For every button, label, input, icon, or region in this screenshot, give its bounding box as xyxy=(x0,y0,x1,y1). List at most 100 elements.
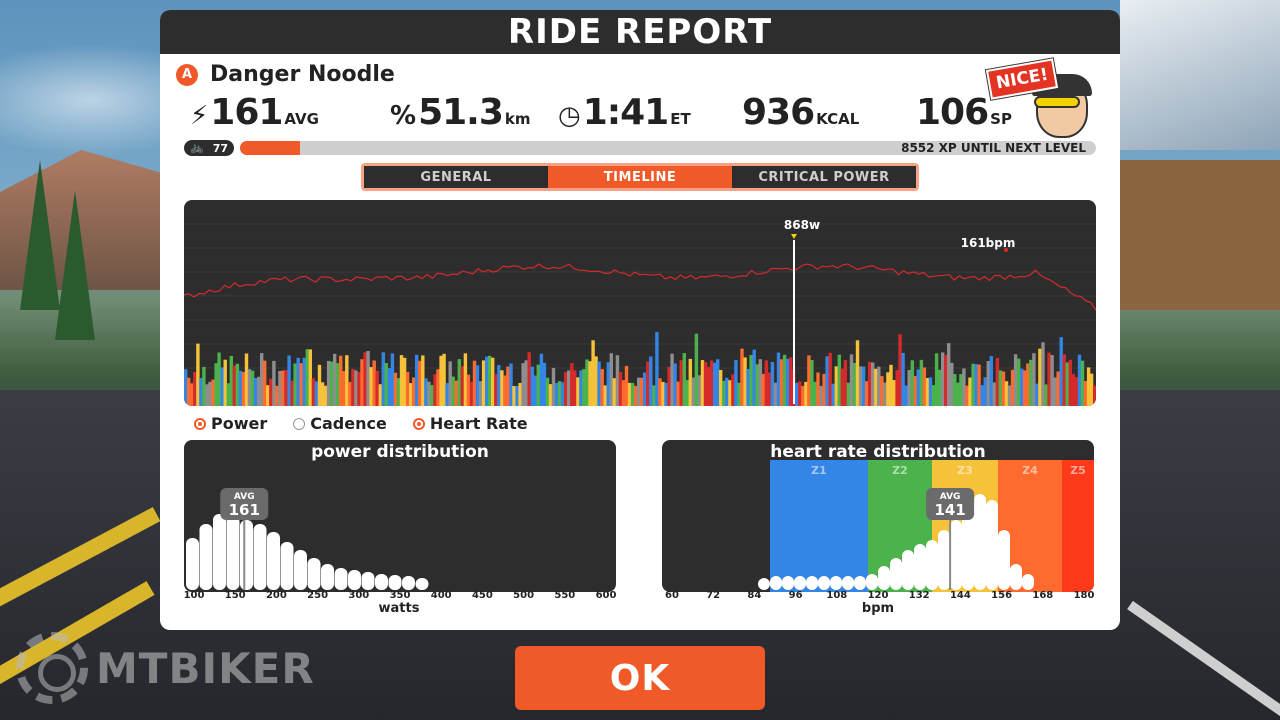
power-histogram-bar xyxy=(267,532,280,590)
legend-label: Heart Rate xyxy=(429,414,528,433)
power-bar xyxy=(302,357,306,406)
power-bar xyxy=(773,382,778,406)
stat-unit: SP xyxy=(990,110,1012,128)
power-bar xyxy=(825,356,829,406)
power-bar xyxy=(485,356,489,406)
stat-value: 51.3 xyxy=(418,92,504,133)
tab-critical-power[interactable]: CRITICAL POWER xyxy=(732,166,916,188)
power-bar xyxy=(941,352,945,406)
stat-value: 106 xyxy=(916,92,989,133)
power-bar xyxy=(320,382,325,406)
power-bar xyxy=(193,372,197,406)
power-histogram-bar xyxy=(415,578,429,590)
power-bar xyxy=(548,384,553,406)
power-bar xyxy=(937,369,942,406)
power-bar xyxy=(646,361,650,406)
xp-progress-fill xyxy=(240,141,300,155)
radio-on-icon xyxy=(412,417,425,430)
power-bar xyxy=(767,372,772,406)
power-bar xyxy=(725,377,729,406)
tick-label: 108 xyxy=(826,590,848,601)
power-bar xyxy=(1023,370,1027,406)
power-bar xyxy=(944,354,948,406)
ok-button[interactable]: OK xyxy=(515,646,765,710)
power-bar xyxy=(260,353,264,406)
power-bar xyxy=(278,371,282,406)
power-bar xyxy=(275,385,279,406)
power-bar xyxy=(418,360,422,406)
power-bar xyxy=(497,365,501,406)
hr-histogram-bar xyxy=(890,558,902,590)
power-bar xyxy=(785,358,790,406)
power-bar xyxy=(235,363,240,406)
hr-axis-ticks: 60 72 84 96 108 120 132 144 156 168 180 xyxy=(662,590,1094,604)
hr-avg-value: 141 xyxy=(934,501,965,519)
hr-zone-label: Z2 xyxy=(892,464,908,477)
power-bar xyxy=(217,352,221,406)
tab-timeline[interactable]: TIMELINE xyxy=(548,166,732,188)
stat-unit: km xyxy=(504,110,531,128)
power-bar xyxy=(831,383,835,406)
power-bar xyxy=(509,363,513,406)
power-bar xyxy=(968,377,972,406)
tab-general[interactable]: GENERAL xyxy=(364,166,548,188)
power-bar xyxy=(402,357,407,406)
legend-heart-rate-toggle[interactable]: Heart Rate xyxy=(412,414,528,433)
power-avg-badge xyxy=(220,488,269,520)
clock-icon: ◷ xyxy=(558,101,581,131)
hr-histogram-bar xyxy=(866,574,878,590)
power-axis-ticks: 100 150 200 250 300 350 400 450 500 550 600 xyxy=(184,590,617,604)
power-bar xyxy=(576,377,580,406)
power-histogram-bar xyxy=(334,568,348,590)
power-bar xyxy=(269,378,273,406)
power-bar xyxy=(621,380,626,406)
power-bar xyxy=(244,353,249,406)
hr-zone-label: Z5 xyxy=(1070,464,1086,477)
power-bar xyxy=(500,370,504,406)
stat-calories: 936 KCAL xyxy=(742,92,859,133)
power-bar xyxy=(837,354,841,406)
power-bar xyxy=(1032,353,1036,406)
power-bar xyxy=(360,359,364,406)
power-avg-value: 161 xyxy=(229,501,260,519)
timeline-svg: 868w 161bpm xyxy=(184,218,1096,406)
power-bar xyxy=(1020,368,1024,406)
power-bar xyxy=(1068,359,1072,406)
tick-label: 60 xyxy=(665,590,679,601)
power-bar xyxy=(983,377,987,406)
tick-label: 550 xyxy=(554,590,576,601)
power-bar xyxy=(363,352,367,406)
hr-zone-label: Z3 xyxy=(957,464,973,477)
power-bar xyxy=(661,381,665,406)
power-bar xyxy=(931,385,936,406)
power-bar xyxy=(697,375,702,406)
power-bar xyxy=(703,362,708,406)
tick-label: 150 xyxy=(224,590,246,601)
power-bar xyxy=(992,382,996,406)
power-bar xyxy=(971,363,975,406)
power-bar xyxy=(387,368,392,406)
hr-distribution-title: heart rate distribution xyxy=(770,442,986,462)
lightning-icon: ⚡ xyxy=(190,101,209,131)
level-progress: 🚲 77 8552 XP UNTIL NEXT LEVEL xyxy=(184,140,1096,156)
power-bar xyxy=(886,372,890,406)
power-bar xyxy=(758,359,762,406)
legend-power-toggle[interactable]: Power xyxy=(194,414,267,433)
power-bar xyxy=(247,369,252,406)
power-bar xyxy=(719,370,723,406)
power-bar xyxy=(272,360,276,406)
power-bar xyxy=(889,364,893,406)
power-bar xyxy=(339,355,343,406)
hr-avg-badge xyxy=(926,488,975,520)
power-bar xyxy=(472,360,477,406)
tick-label: 200 xyxy=(265,590,287,601)
power-bar xyxy=(740,348,744,406)
power-bar xyxy=(375,370,379,406)
power-bar xyxy=(986,361,990,406)
power-bar xyxy=(463,353,468,406)
power-bar xyxy=(776,352,781,406)
power-bar xyxy=(412,377,416,406)
legend-cadence-toggle[interactable]: Cadence xyxy=(293,414,387,433)
power-bar xyxy=(597,361,601,406)
